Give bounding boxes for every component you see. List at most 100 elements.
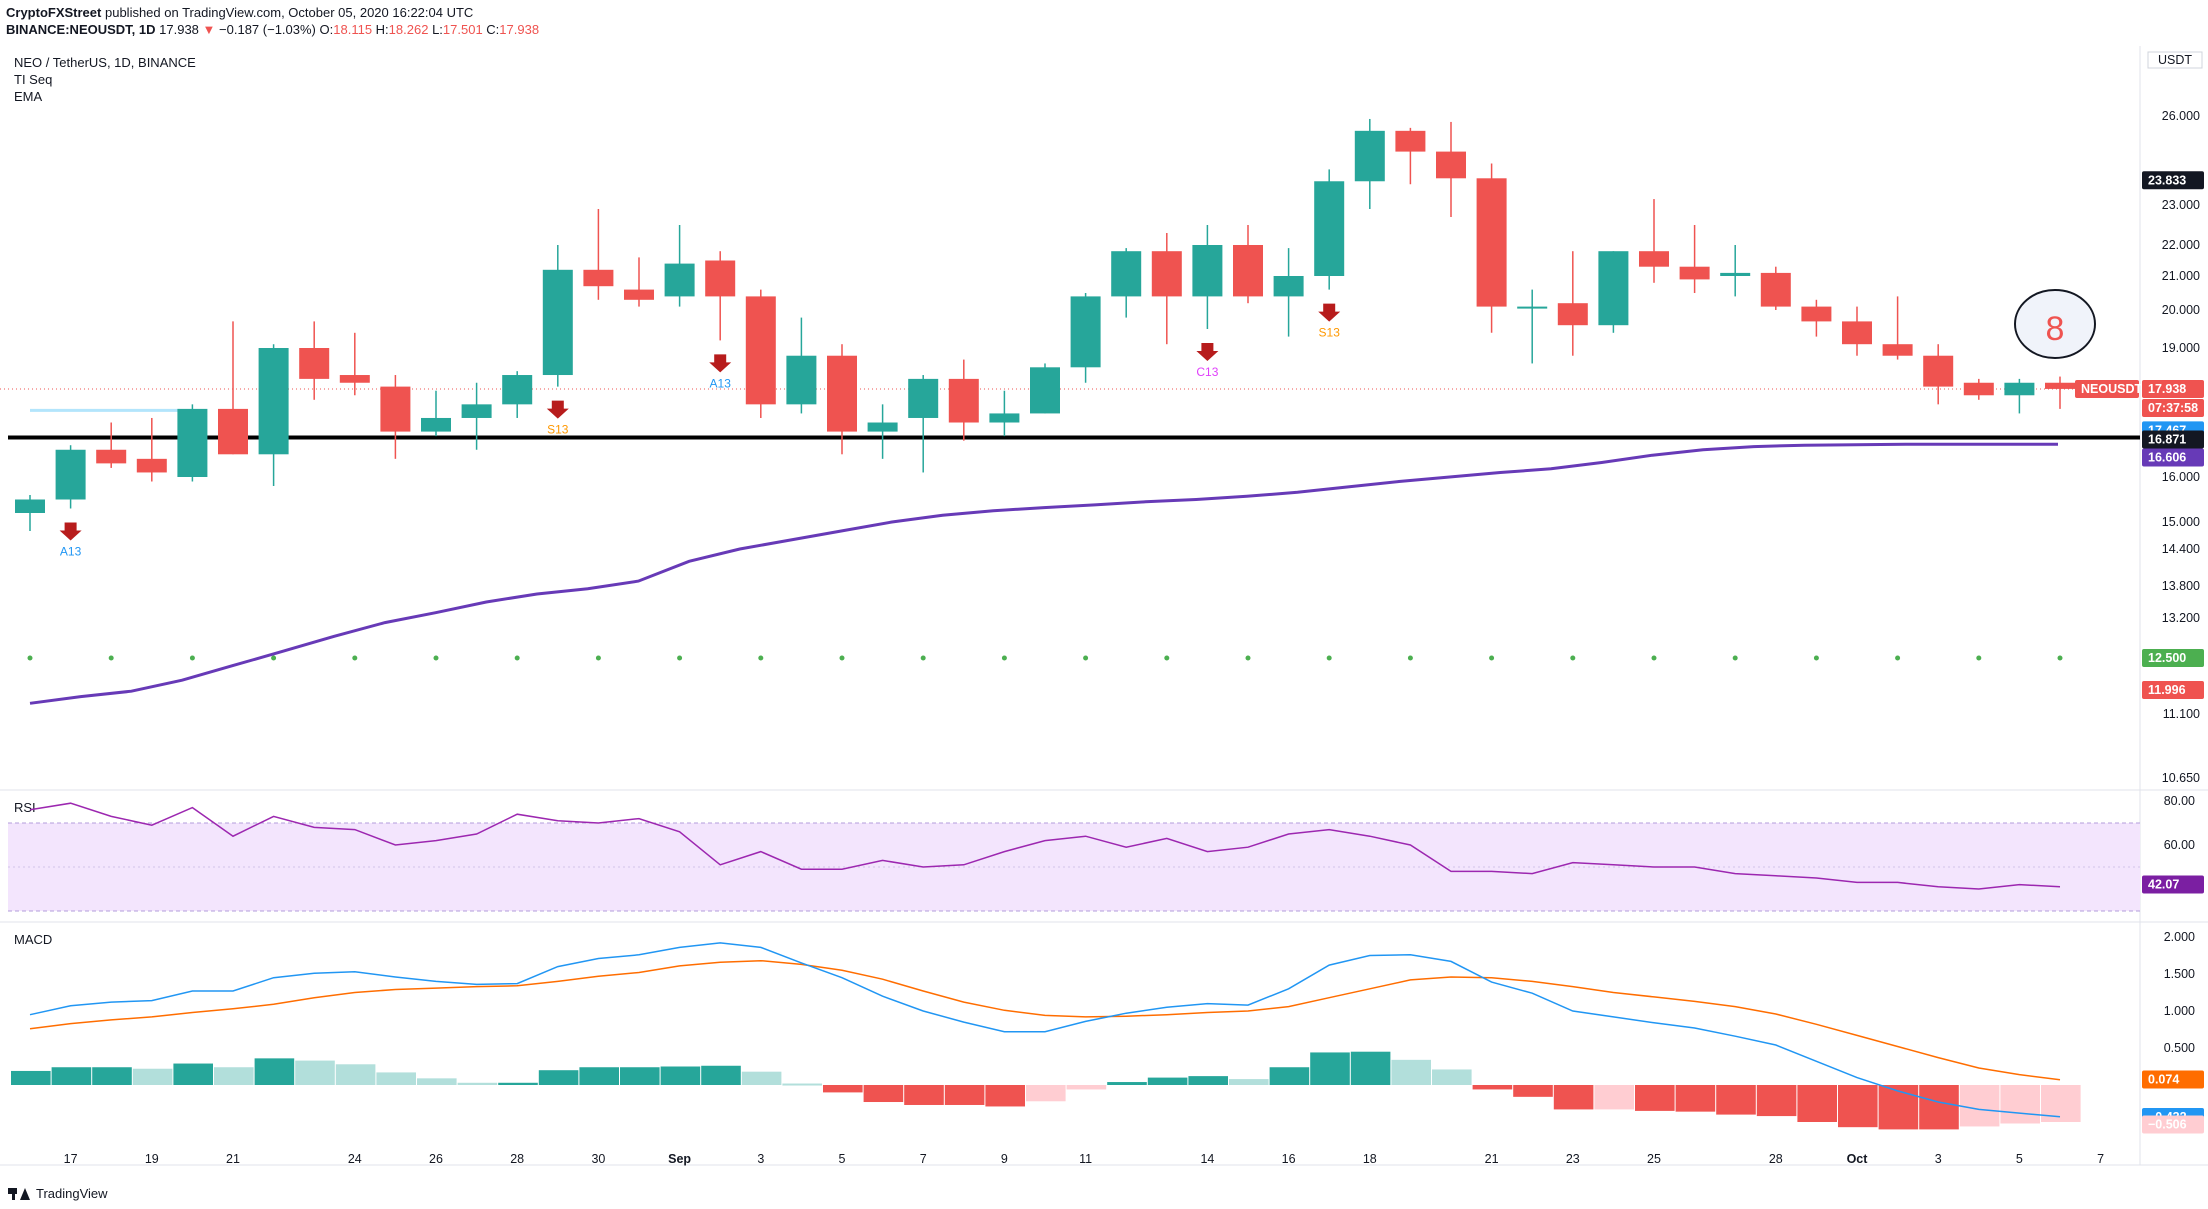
badge-countdown: 07:37:58 — [2148, 401, 2198, 415]
date-tick-label: 14 — [1200, 1152, 1214, 1166]
rsi-pane — [8, 802, 2140, 912]
macd-histogram-bar — [1350, 1051, 1391, 1085]
macd-histogram-bar — [1310, 1052, 1350, 1085]
dot-marker — [1651, 655, 1657, 661]
count-text: 8 — [2046, 310, 2065, 348]
candle-body — [948, 378, 979, 423]
candle-body — [1557, 303, 1588, 326]
candle-body — [1842, 321, 1872, 345]
symbol-line: BINANCE:NEOUSDT, 1D — [6, 22, 156, 37]
dot-marker — [27, 655, 33, 661]
candle-body — [1963, 382, 1994, 396]
price-tick-label: 15.000 — [2162, 515, 2200, 529]
macd-histogram-bar — [1269, 1067, 1310, 1085]
date-tick-label: 25 — [1647, 1152, 1661, 1166]
macd-histogram-bar — [579, 1067, 619, 1085]
date-tick-label: 7 — [920, 1152, 927, 1166]
candle-body — [1476, 178, 1507, 307]
macd-histogram-bar — [944, 1085, 985, 1105]
dot-marker — [839, 655, 845, 661]
date-tick-label: 7 — [2097, 1152, 2104, 1166]
badge-12500-bg — [2142, 649, 2204, 667]
footer-brand[interactable]: TradingView — [36, 1185, 108, 1201]
candle-body — [1598, 251, 1629, 326]
candle-body — [380, 386, 411, 432]
macd-histogram-bar — [1919, 1085, 1959, 1130]
dot-marker — [758, 655, 764, 661]
macd-histogram-bar — [782, 1083, 822, 1086]
macd-histogram-bar — [173, 1063, 213, 1085]
open-value: 18.115 — [333, 22, 373, 37]
candle-body — [664, 263, 695, 297]
candle-body — [542, 269, 573, 376]
macd-histogram-bar — [741, 1071, 782, 1085]
down-arrow-icon — [1196, 343, 1219, 361]
macd-histogram-bar — [1716, 1085, 1756, 1115]
pane-separators — [0, 46, 2208, 1166]
macd-pane-label[interactable]: MACD — [14, 932, 53, 947]
date-tick-label: 3 — [757, 1152, 764, 1166]
down-arrow-icon — [59, 522, 82, 541]
macd-histogram-bar — [863, 1085, 904, 1103]
dot-marker — [189, 655, 195, 661]
dot-marker — [1895, 655, 1901, 661]
candle-body — [989, 413, 1020, 423]
open-label: O: — [319, 22, 334, 37]
price-tick-label: 21.000 — [2162, 269, 2200, 283]
candle-body — [1151, 251, 1182, 297]
price-tick-label: 16.000 — [2162, 470, 2200, 484]
count-circle — [2014, 289, 2096, 359]
macd-histogram-bar — [2041, 1085, 2081, 1122]
date-tick-label: 30 — [591, 1152, 605, 1166]
last-price: 17.938 — [159, 22, 199, 37]
date-tick-label: 9 — [1001, 1152, 1008, 1166]
date-tick-label: Sep — [668, 1152, 691, 1166]
macd-histogram-bar — [620, 1067, 660, 1085]
badge-last-price: 17.938 — [2148, 382, 2186, 396]
macd-histogram-bar — [11, 1070, 51, 1085]
candle-body — [1395, 130, 1426, 152]
date-tick-label: 21 — [226, 1152, 240, 1166]
price-tick-label: 26.000 — [2162, 109, 2200, 123]
publisher-name[interactable]: CryptoFXStreet — [6, 5, 102, 20]
chart-legend: NEO / TetherUS, 1D, BINANCE TI Seq EMA — [14, 54, 196, 105]
date-axis: 17 19 21 24 26 28 30 Sep 3 5 7 9 11 14 16 18 21 23 25 28 Oct… — [64, 1152, 2104, 1166]
change-arrow-icon: ▼ — [202, 22, 216, 37]
candle-body — [827, 355, 857, 432]
chart-header: CryptoFXStreet published on TradingView.… — [6, 4, 539, 38]
date-tick-label: 24 — [348, 1152, 362, 1166]
candle-body — [461, 404, 492, 418]
legend-ti-seq[interactable]: TI Seq — [14, 72, 53, 87]
macd-histogram-bar — [660, 1066, 701, 1085]
dot-marker — [1732, 655, 1738, 661]
badge-16871: 16.871 — [2148, 432, 2186, 446]
macd-histogram-bar — [2000, 1085, 2040, 1124]
date-tick-label: 18 — [1363, 1152, 1377, 1166]
legend-ema[interactable]: EMA — [14, 89, 43, 104]
candle-body — [421, 417, 451, 432]
badge-rsi: 42.07 — [2148, 877, 2179, 891]
candle-body — [1760, 272, 1791, 307]
macd-histogram-bar — [1229, 1079, 1269, 1085]
candle-body — [15, 499, 45, 513]
macd-histogram-bar — [457, 1082, 498, 1085]
candle-body — [624, 289, 654, 300]
ema-line — [29, 442, 2058, 705]
macd-histogram-bar — [1635, 1085, 1675, 1111]
dot-marker — [1407, 655, 1413, 661]
price-tick-label: 11.100 — [2163, 707, 2200, 721]
axis-badges: 23.83317.93807:37:5817.46716.87116.60612… — [2075, 171, 2204, 1134]
rsi-pane-label[interactable]: RSI — [14, 800, 36, 815]
published-text: published on TradingView.com, October 05… — [104, 5, 474, 20]
sequential-label: S13 — [547, 423, 569, 437]
candle-body — [1923, 355, 1954, 387]
dot-marker — [1976, 655, 1982, 661]
legend-symbol[interactable]: NEO / TetherUS, 1D, BINANCE — [14, 55, 196, 70]
support-line — [8, 408, 2140, 440]
macd-histogram-bar — [417, 1078, 457, 1085]
candle-body — [1354, 130, 1385, 182]
price-tick-label: 13.800 — [2162, 579, 2200, 593]
macd-histogram-bar — [132, 1068, 173, 1085]
candle-body — [502, 375, 533, 405]
